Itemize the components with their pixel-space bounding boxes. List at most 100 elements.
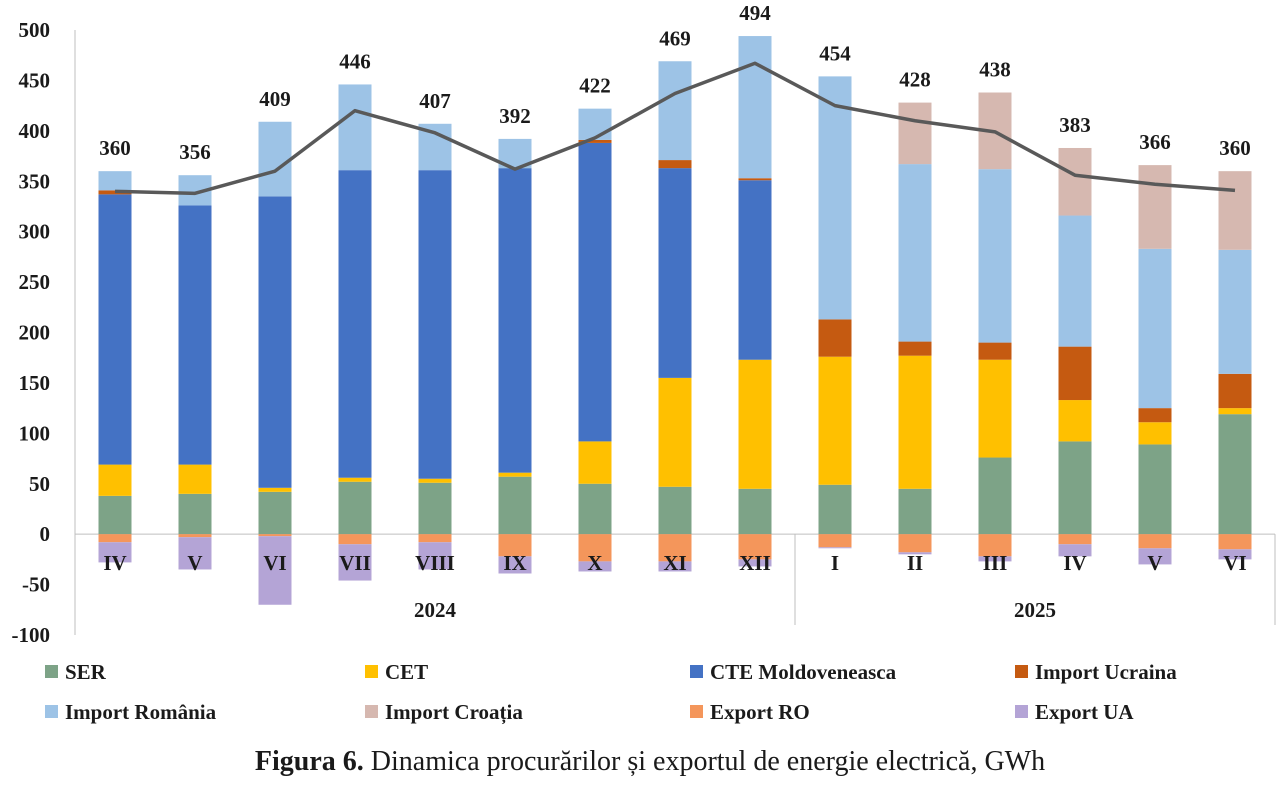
bar-segment-import-ucraina xyxy=(738,178,772,181)
bar-segment-import-ucraina xyxy=(1138,408,1172,423)
total-data-label: 428 xyxy=(899,68,931,92)
bar-segment-export-ro xyxy=(498,534,532,557)
bar-segment-import-rom-nia xyxy=(578,108,612,140)
bar-segment-export-ua xyxy=(658,561,692,572)
bar-segment-cet xyxy=(418,478,452,483)
x-tick-label: V xyxy=(187,551,202,575)
legend-swatch xyxy=(1015,705,1028,718)
bar-segment-import-rom-nia xyxy=(898,164,932,342)
total-data-label: 469 xyxy=(659,26,691,50)
bar-segment-cet xyxy=(498,472,532,477)
bar-segment-ser xyxy=(258,491,292,535)
bar-segment-import-rom-nia xyxy=(818,76,852,320)
total-data-label: 407 xyxy=(419,89,451,113)
bar-segment-export-ro xyxy=(98,534,132,543)
x-tick-label: IX xyxy=(503,551,526,575)
legend: SER CET CTE Moldoveneasca Import Ucraina Imp… xyxy=(45,660,1177,725)
bar-segment-ser xyxy=(1218,414,1252,535)
legend-label: Import Croația xyxy=(385,700,523,725)
x-tick-label: II xyxy=(907,551,923,575)
x-group-label: 2025 xyxy=(1014,598,1056,622)
bar-segment-cte-moldoveneasca xyxy=(418,170,452,479)
bar-segment-import-rom-nia xyxy=(258,121,292,197)
legend-label: CTE Moldoveneasca xyxy=(710,660,897,684)
bar-segment-import-ucraina xyxy=(898,341,932,356)
y-tick-label: 450 xyxy=(19,68,51,92)
x-tick-label: IV xyxy=(103,551,126,575)
bar-segment-ser xyxy=(338,481,372,535)
bar-segment-import-ucraina xyxy=(818,319,852,357)
bar-segment-export-ro xyxy=(1218,534,1252,550)
bar-segment-cte-moldoveneasca xyxy=(738,180,772,360)
legend-swatch xyxy=(690,705,703,718)
bar-segment-import-croa-ia xyxy=(1138,165,1172,249)
bar-segment-cte-moldoveneasca xyxy=(498,168,532,473)
bar-segment-cte-moldoveneasca xyxy=(98,194,132,465)
x-group-label: 2024 xyxy=(414,598,457,622)
bar-segment-import-ucraina xyxy=(658,160,692,169)
x-tick-label: VIII xyxy=(415,551,455,575)
figure-caption-number: Figura 6. xyxy=(255,746,364,777)
bar-segment-cte-moldoveneasca xyxy=(178,205,212,465)
x-tick-label: VI xyxy=(1223,551,1246,575)
legend-swatch xyxy=(365,665,378,678)
total-data-label: 409 xyxy=(259,87,291,111)
bar-segment-export-ro xyxy=(818,534,852,548)
trend-line xyxy=(114,61,1236,196)
bar-segment-import-ucraina xyxy=(1058,346,1092,401)
total-data-label: 392 xyxy=(499,104,531,128)
total-data-label: 360 xyxy=(99,136,131,160)
bar-segment-export-ua xyxy=(418,542,452,570)
total-data-label: 494 xyxy=(739,1,771,25)
y-tick-label: -100 xyxy=(12,623,51,647)
total-data-label: 383 xyxy=(1059,113,1091,137)
bar-segment-import-ucraina xyxy=(978,342,1012,360)
y-tick-label: -50 xyxy=(22,573,50,597)
bar-segment-import-croa-ia xyxy=(1058,147,1092,216)
x-tick-label: IV xyxy=(1063,551,1086,575)
x-tick-label: XII xyxy=(739,551,771,575)
bar-segment-import-croa-ia xyxy=(1218,171,1252,250)
bar-segment-import-rom-nia xyxy=(1138,248,1172,409)
bar-segment-ser xyxy=(898,488,932,535)
y-tick-label: 0 xyxy=(40,522,51,546)
figure-caption-text: Dinamica procurărilor și exportul de ene… xyxy=(364,746,1045,777)
total-data-label: 356 xyxy=(179,140,211,164)
y-tick-label: 250 xyxy=(19,270,51,294)
bar-segment-export-ro xyxy=(898,534,932,553)
bar-segment-cet xyxy=(1218,408,1252,415)
bar-segment-export-ua xyxy=(98,542,132,563)
legend-swatch xyxy=(1015,665,1028,678)
bar-segment-ser xyxy=(498,476,532,535)
y-tick-label: 150 xyxy=(19,371,51,395)
legend-label: Export UA xyxy=(1035,700,1134,724)
bar-segment-export-ua xyxy=(1058,544,1092,557)
legend-label: CET xyxy=(385,660,428,684)
bar-segment-export-ro xyxy=(178,534,212,538)
bar-segment-export-ua xyxy=(498,556,532,574)
bar-segment-export-ro xyxy=(258,534,292,537)
bar-segment-ser xyxy=(418,482,452,535)
bar-segment-cet xyxy=(1058,400,1092,442)
bar-segment-cet xyxy=(898,355,932,489)
legend-label: SER xyxy=(65,660,107,684)
x-tick-label: XI xyxy=(663,551,686,575)
bar-segment-ser xyxy=(1058,441,1092,535)
legend-swatch xyxy=(45,665,58,678)
bar-segment-import-rom-nia xyxy=(98,171,132,191)
total-data-label: 366 xyxy=(1139,130,1171,154)
bar-segment-cet xyxy=(338,477,372,482)
bar-segment-import-ucraina xyxy=(1218,373,1252,409)
bar-segment-import-rom-nia xyxy=(1218,249,1252,374)
bar-segment-export-ro xyxy=(1058,534,1092,545)
bar-segment-export-ro xyxy=(418,534,452,543)
bar-segment-ser xyxy=(738,488,772,535)
legend-label: Export RO xyxy=(710,700,810,724)
bar-segment-cte-moldoveneasca xyxy=(258,196,292,488)
bar-segment-export-ro xyxy=(738,534,772,560)
bar-segment-import-rom-nia xyxy=(338,84,372,171)
figure-caption: Figura 6. Dinamica procurărilor și expor… xyxy=(255,746,1045,777)
legend-label: Import Ucraina xyxy=(1035,660,1177,684)
x-tick-label: III xyxy=(983,551,1008,575)
